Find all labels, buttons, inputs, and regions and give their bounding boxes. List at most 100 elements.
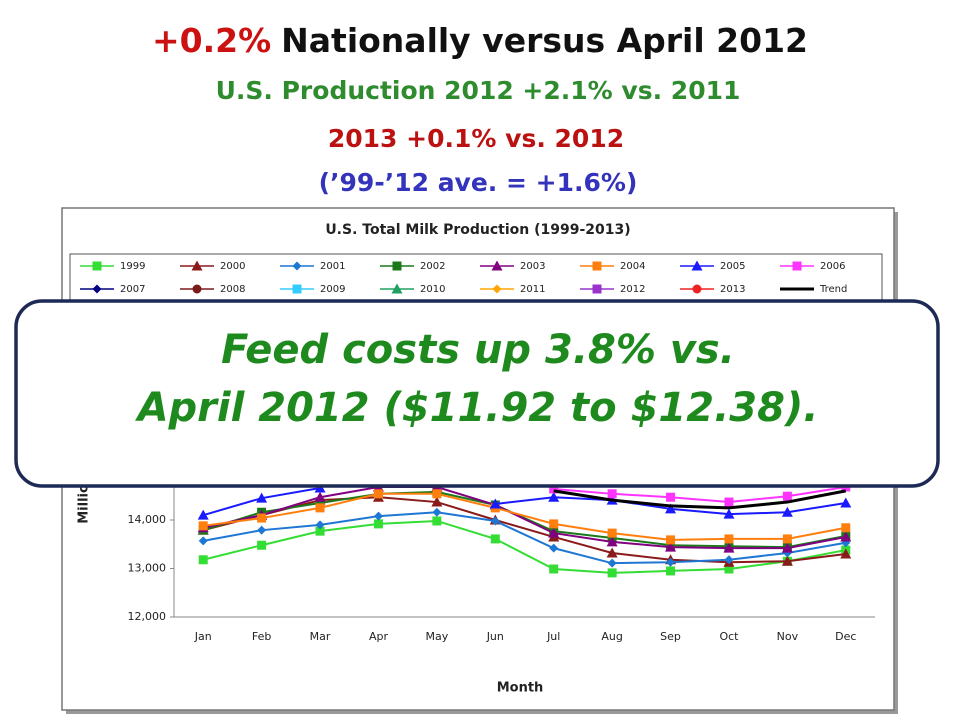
x-tick-label: Dec <box>835 630 856 643</box>
series-marker <box>549 519 559 529</box>
x-tick-label: Jul <box>546 630 560 643</box>
series-marker <box>781 555 793 566</box>
legend-marker <box>292 284 302 294</box>
series-marker <box>549 543 559 553</box>
legend-label: 2010 <box>420 284 445 295</box>
series-marker <box>431 496 443 507</box>
series-marker <box>666 566 676 576</box>
series-marker <box>256 492 268 503</box>
series-marker <box>432 489 442 499</box>
x-tick-label: May <box>426 630 449 643</box>
legend-label: 2000 <box>220 261 245 272</box>
series-marker <box>548 491 560 502</box>
callout-line: Feed costs up 3.8% vs. <box>221 327 735 373</box>
series-marker <box>373 489 383 499</box>
legend-label: 1999 <box>120 261 145 272</box>
series-marker <box>666 557 676 567</box>
series-marker <box>315 520 325 530</box>
legend-marker <box>592 284 602 294</box>
legend-marker <box>92 284 102 294</box>
series-marker <box>607 558 617 568</box>
series-marker <box>198 521 208 531</box>
series-marker <box>607 528 617 538</box>
series-marker <box>665 541 677 552</box>
x-tick-label: Jun <box>486 630 504 643</box>
legend-label: 2007 <box>120 284 145 295</box>
series-marker <box>315 498 325 508</box>
series-marker <box>606 547 618 558</box>
series-marker <box>666 492 676 502</box>
legend-marker <box>92 261 102 271</box>
legend-marker <box>491 260 503 271</box>
x-tick-label: Aug <box>601 630 622 643</box>
series-marker <box>724 497 734 507</box>
chart-title: U.S. Total Milk Production (1999-2013) <box>325 222 630 238</box>
series-marker <box>257 525 267 535</box>
legend-label: 2002 <box>420 261 445 272</box>
series-marker <box>606 536 618 547</box>
series-marker <box>315 526 325 536</box>
series-marker <box>314 491 326 502</box>
series-marker <box>782 491 792 501</box>
series-marker <box>198 536 208 546</box>
y-tick-label: 12,000 <box>128 610 167 623</box>
y-tick-label: 14,000 <box>128 513 167 526</box>
subtitle-3: (’99-’12 ave. = +1.6%) <box>319 168 638 197</box>
series-marker <box>724 555 734 565</box>
legend-label: Trend <box>819 284 847 295</box>
x-tick-label: Sep <box>660 630 681 643</box>
legend-label: 2011 <box>520 284 545 295</box>
x-axis-label: Month <box>497 681 544 696</box>
legend-label: 2008 <box>220 284 245 295</box>
series-marker <box>197 509 209 520</box>
y-tick-label: 13,000 <box>128 562 167 575</box>
series-line <box>202 496 846 564</box>
series-line <box>553 489 847 510</box>
legend-marker <box>192 284 202 294</box>
series-marker <box>257 540 267 550</box>
x-tick-label: Mar <box>310 630 331 643</box>
series-marker <box>724 534 734 544</box>
legend-label: 2004 <box>620 261 645 272</box>
series-line <box>553 486 846 504</box>
legend-box <box>69 253 883 301</box>
series-marker <box>432 507 442 517</box>
series-marker <box>432 516 442 526</box>
x-tick-label: Feb <box>252 630 271 643</box>
callout: Feed costs up 3.8% vs. April 2012 ($11.9… <box>14 299 940 488</box>
series-line <box>203 492 846 541</box>
series-line <box>203 511 846 565</box>
callout-line: April 2012 ($11.92 to $12.38). <box>135 385 819 431</box>
legend-marker <box>191 260 203 271</box>
series-marker <box>723 542 735 553</box>
series-marker <box>373 519 383 529</box>
series-marker <box>548 527 560 538</box>
series-marker <box>549 484 559 494</box>
series-marker <box>549 564 559 574</box>
callout-box <box>14 299 940 488</box>
legend-marker <box>692 284 702 294</box>
x-tick-label: Oct <box>719 630 739 643</box>
legend-label: 2005 <box>720 261 745 272</box>
legend-marker <box>492 284 502 294</box>
series-marker <box>665 503 677 514</box>
series-marker <box>840 497 852 508</box>
legend-marker <box>592 261 602 271</box>
series-marker <box>257 513 267 523</box>
series-marker <box>724 564 734 574</box>
legend: 1999 2000 2001 2002 2003 2004 2005 2006 2007 2008… <box>80 260 847 295</box>
series-marker <box>666 535 676 545</box>
legend-label: 2009 <box>320 284 345 295</box>
x-tick-label: Jan <box>194 630 212 643</box>
series-marker <box>490 534 500 544</box>
series-marker <box>490 516 500 526</box>
legend-label: 2012 <box>620 284 645 295</box>
series-marker <box>315 503 325 513</box>
legend-marker <box>792 261 802 271</box>
legend-label: 2001 <box>320 261 345 272</box>
subtitle-2: 2013 +0.1% vs. 2012 <box>328 124 624 153</box>
series-marker <box>489 498 501 509</box>
series-marker <box>723 508 735 519</box>
